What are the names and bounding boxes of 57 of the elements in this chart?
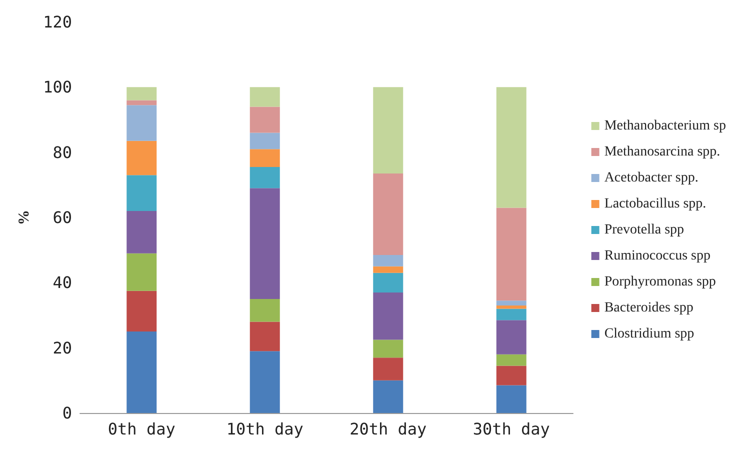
bar — [373, 292, 404, 340]
bar — [496, 354, 526, 366]
bar — [496, 300, 526, 306]
bar — [250, 188, 280, 299]
y-tick-label: 20 — [52, 338, 72, 358]
y-tick-label: 60 — [52, 208, 72, 227]
bar — [373, 254, 404, 266]
bar — [496, 320, 526, 354]
x-tick-label: 20th day — [350, 420, 428, 438]
bar — [373, 272, 404, 292]
y-axis-title: % — [16, 210, 33, 225]
bar — [373, 340, 404, 358]
y-tick-label: 120 — [43, 12, 72, 32]
x-tick-label: 0th day — [108, 420, 176, 438]
bar — [496, 308, 526, 320]
y-tick-label: 100 — [43, 78, 72, 97]
bar — [373, 380, 404, 413]
bar — [126, 332, 157, 413]
x-tick-label: 10th day — [226, 420, 304, 438]
bar — [250, 322, 280, 352]
bar — [250, 132, 280, 150]
y-tick-label: 80 — [52, 142, 72, 162]
x-tick-label: 30th day — [472, 420, 550, 438]
legend-label: Lactobacillus spp. — [604, 196, 706, 212]
bar — [126, 175, 157, 211]
bar — [373, 358, 404, 380]
legend-label: Acetobacter spp. — [604, 170, 698, 186]
bar — [496, 366, 526, 386]
bar — [126, 253, 157, 291]
bar — [126, 105, 157, 141]
legend-label: Prevotella spp — [604, 222, 684, 238]
bar — [126, 140, 157, 176]
bar — [126, 210, 157, 254]
bar — [126, 100, 157, 106]
bar — [496, 208, 526, 301]
legend-label: Clostridium spp — [604, 326, 694, 342]
bar — [250, 149, 280, 167]
legend-label: Bacteroides spp — [604, 300, 694, 316]
bar — [250, 87, 280, 107]
bar — [126, 87, 157, 100]
y-tick-label: 0 — [62, 404, 72, 422]
legend-label: Porphyromonas spp — [604, 274, 716, 290]
bar — [373, 87, 404, 174]
bar — [126, 290, 157, 332]
bar — [250, 106, 280, 133]
bar — [250, 166, 280, 188]
bar — [496, 87, 526, 208]
legend-label: Methanobacterium sp — [604, 118, 726, 134]
y-tick-label: 40 — [52, 273, 72, 292]
legend-label: Methanosarcina spp. — [604, 144, 720, 160]
bar — [496, 305, 526, 309]
legend-label: Ruminococcus spp — [604, 248, 710, 264]
bar — [373, 266, 404, 273]
bar — [373, 174, 404, 255]
bar — [250, 351, 280, 413]
bar — [496, 385, 526, 413]
bar — [250, 298, 280, 322]
